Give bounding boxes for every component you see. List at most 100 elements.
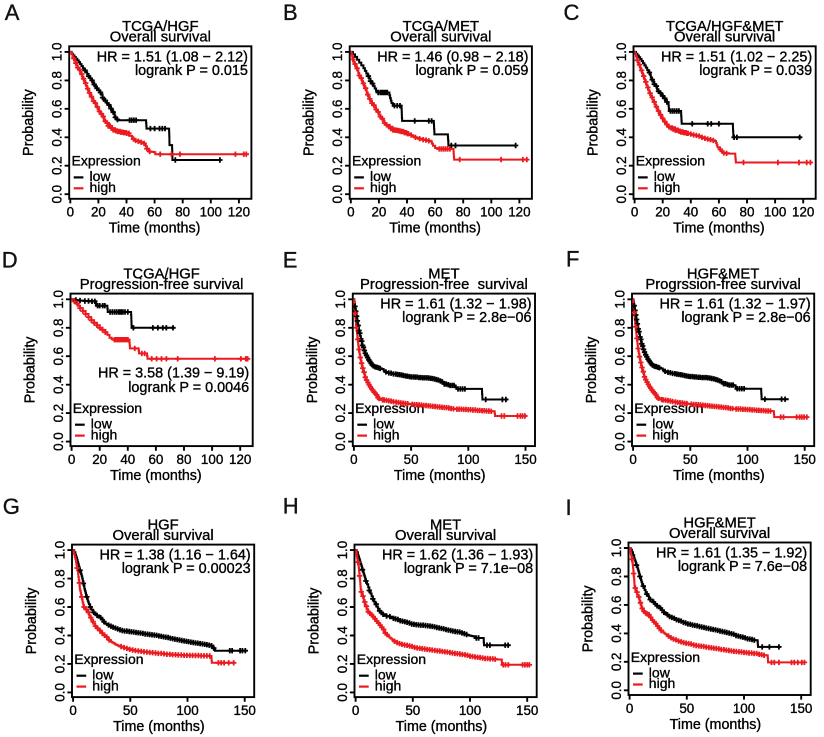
svg-text:high: high [91,426,117,442]
svg-text:150: 150 [514,452,536,467]
svg-text:80: 80 [175,205,190,220]
svg-text:HR = 3.58 (1.39 − 9.19): HR = 3.58 (1.39 − 9.19) [98,366,249,382]
svg-text:0.4: 0.4 [614,127,629,146]
svg-text:logrank P = 2.8e−06: logrank P = 2.8e−06 [402,310,531,326]
svg-text:0.0: 0.0 [335,683,350,702]
svg-text:0.6: 0.6 [52,598,67,617]
svg-text:0: 0 [629,452,636,467]
svg-text:high: high [375,677,401,693]
svg-text:HR = 1.61 (1.32 − 1.98): HR = 1.61 (1.32 − 1.98) [380,297,531,313]
svg-text:0.0: 0.0 [50,185,65,204]
svg-text:low: low [652,416,674,432]
svg-text:50: 50 [123,703,138,718]
svg-text:120: 120 [508,205,530,220]
svg-text:low: low [91,416,113,432]
svg-text:low: low [92,667,114,683]
svg-text:120: 120 [229,452,251,467]
svg-text:0.0: 0.0 [330,185,345,204]
svg-text:0.6: 0.6 [50,99,65,118]
svg-text:Overall survival: Overall survival [674,30,775,46]
svg-text:0.6: 0.6 [612,347,627,366]
svg-text:high: high [90,179,116,195]
svg-text:Overall survival: Overall survival [390,30,491,46]
svg-text:1.0: 1.0 [330,43,345,62]
svg-text:Expression: Expression [72,153,141,169]
svg-text:HGF: HGF [147,517,178,533]
svg-text:60: 60 [711,205,726,220]
svg-text:0.8: 0.8 [51,318,66,337]
svg-text:0.0: 0.0 [614,185,629,204]
svg-text:C: C [564,0,580,25]
svg-text:low: low [649,664,671,680]
svg-text:Overall survival: Overall survival [395,528,496,544]
svg-text:low: low [373,416,395,432]
svg-text:Time (months): Time (months) [673,468,765,484]
svg-text:1.0: 1.0 [609,539,624,558]
svg-text:high: high [654,179,680,195]
svg-text:0: 0 [67,205,74,220]
svg-text:Overall survival: Overall survival [110,30,211,46]
svg-text:HR = 1.61 (1.35 − 1.92): HR = 1.61 (1.35 − 1.92) [656,546,807,562]
svg-text:100: 100 [201,452,223,467]
svg-text:100: 100 [764,205,786,220]
svg-text:100: 100 [733,701,755,716]
svg-text:high: high [652,426,678,442]
svg-text:20: 20 [91,205,106,220]
svg-text:0.2: 0.2 [609,652,624,671]
svg-text:0.2: 0.2 [335,655,350,674]
svg-text:1.0: 1.0 [614,43,629,62]
svg-text:Probability: Probability [584,336,600,404]
svg-text:MET: MET [430,517,461,533]
svg-text:0.4: 0.4 [335,626,350,645]
svg-text:120: 120 [228,205,250,220]
svg-text:0.8: 0.8 [335,569,350,588]
svg-text:40: 40 [120,452,135,467]
svg-text:logrank P = 0.059: logrank P = 0.059 [415,63,528,79]
svg-text:Probability: Probability [586,88,602,156]
svg-text:HR = 1.51 (1.02 − 2.25): HR = 1.51 (1.02 − 2.25) [661,49,812,65]
svg-text:20: 20 [371,205,386,220]
svg-text:0: 0 [69,703,76,718]
svg-text:I: I [566,495,572,520]
svg-text:0.4: 0.4 [52,626,67,645]
svg-text:high: high [649,675,675,691]
svg-text:0.4: 0.4 [609,624,624,643]
svg-text:Time (months): Time (months) [673,221,765,237]
svg-text:0.4: 0.4 [333,375,348,394]
svg-text:0: 0 [631,205,638,220]
svg-text:80: 80 [177,452,192,467]
svg-text:20: 20 [655,205,670,220]
svg-text:60: 60 [428,205,443,220]
svg-text:Time (months): Time (months) [396,719,488,735]
svg-text:40: 40 [683,205,698,220]
svg-text:50: 50 [679,701,694,716]
svg-text:100: 100 [200,205,222,220]
svg-text:120: 120 [792,205,814,220]
svg-text:80: 80 [456,205,471,220]
svg-text:50: 50 [683,452,698,467]
svg-text:logrank P = 0.015: logrank P = 0.015 [135,63,248,79]
svg-text:0.4: 0.4 [330,127,345,146]
svg-text:0: 0 [350,452,357,467]
svg-text:logrank P = 0.00023: logrank P = 0.00023 [122,561,251,577]
svg-text:60: 60 [147,205,162,220]
svg-text:logrank P = 2.8e−06: logrank P = 2.8e−06 [681,310,810,326]
svg-text:Time (months): Time (months) [670,717,762,733]
svg-text:Time (months): Time (months) [109,221,201,237]
svg-text:0.2: 0.2 [330,156,345,175]
svg-text:100: 100 [457,452,479,467]
svg-text:E: E [283,247,298,272]
svg-text:Time (months): Time (months) [110,468,202,484]
svg-text:Expression: Expression [631,649,700,665]
svg-text:0.8: 0.8 [612,318,627,337]
svg-text:F: F [566,247,579,272]
svg-text:0.6: 0.6 [333,347,348,366]
svg-text:150: 150 [790,701,812,716]
svg-text:0.0: 0.0 [609,681,624,700]
svg-text:0.6: 0.6 [51,347,66,366]
svg-text:HGF&MET: HGF&MET [683,515,755,531]
svg-text:80: 80 [740,205,755,220]
svg-text:0.4: 0.4 [50,127,65,146]
svg-text:Expression: Expression [352,153,421,169]
svg-text:60: 60 [148,452,163,467]
